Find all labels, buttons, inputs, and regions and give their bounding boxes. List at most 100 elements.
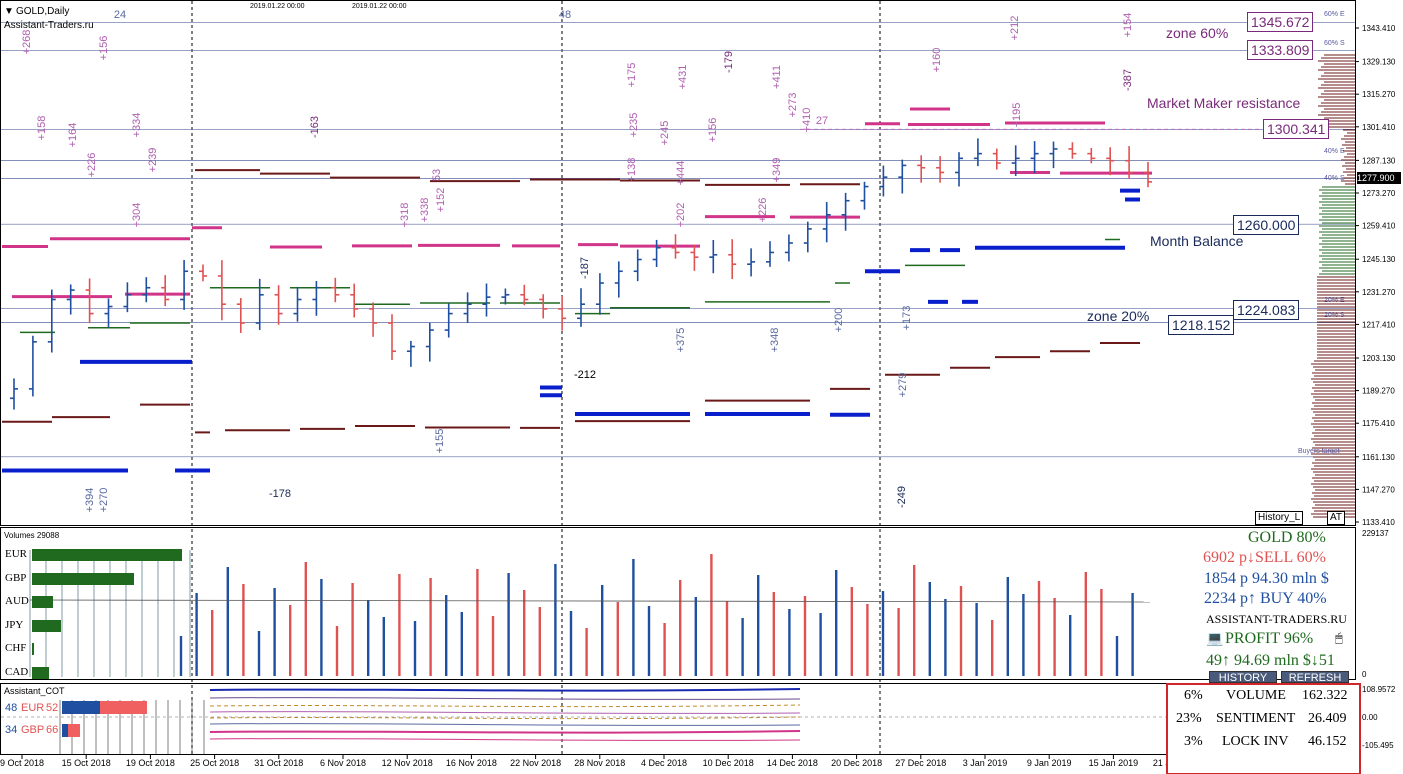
cot-eur-right: 52 [46,702,59,714]
time-tick-label: 10 Dec 2018 [703,758,754,768]
price-annotation: -387 [1122,69,1134,91]
volumes-scale-zero: 0 [1362,670,1367,679]
price-annotation: +212 [1009,16,1021,41]
sell-line: 6902 p↓SELL 60% [1203,549,1326,566]
price-annotation: +348 [769,328,781,353]
price-annotation: +138 [626,158,638,183]
price-tick-label: 1301.410 [1362,123,1396,132]
gold-percent: GOLD 80% [1248,529,1326,546]
currency-name: JPY [5,618,24,631]
history-l-button[interactable]: History_L [1255,511,1304,525]
level-box-mm: 1300.341 [1263,119,1330,139]
tag-60s: 60% S [1324,40,1345,47]
time-tick-label: 14 Dec 2018 [767,758,818,768]
cot-line [209,711,801,714]
cot-gbp-short [68,724,80,737]
price-annotation: +160 [931,48,943,73]
price-annotation: +200 [833,308,845,333]
top-date-2: 2019.01.22 00:00 [352,3,407,10]
price-annotation: +164 [67,123,79,148]
candles [10,138,1152,410]
time-tick-label: 4 Dec 2018 [641,758,687,768]
price-annotation: +268 [21,30,33,55]
price-annotation: +226 [757,198,769,223]
cot-scale-top: 108.9572 [1362,685,1396,694]
time-tick-label: 20 Dec 2018 [831,758,882,768]
price-annotation: +304 [131,203,143,228]
time-axis: 9 Oct 2018 15 Oct 2018 19 Oct 2018 25 Oct 2… [0,755,1202,768]
profit-label: PROFIT 96% [1225,630,1314,647]
top-date-1: 2019.01.22 00:00 [250,3,305,10]
price-tick-label: 1189.270 [1362,387,1395,396]
time-tick-label: 28 Nov 2018 [574,758,625,768]
site-label: ASSISTANT-TRADERS.RU [1206,612,1347,626]
volumes-scale-top: 229137 [1362,529,1389,538]
time-tick-label: 27 Dec 2018 [895,758,946,768]
cot-line [209,730,801,734]
price-annotation: +334 [131,113,143,138]
cot-line [209,716,801,720]
price-annotation: +431 [677,65,689,90]
currency-volume-bar [32,666,49,679]
annotations: 24 +268 +156 48 +212 +154 +158 +164 +334 -163 +175… [21,9,1134,512]
month-balance-label: Month Balance [1150,233,1244,249]
currency-volume-bar [32,549,182,561]
mouse-icon: 🖱 [1335,630,1343,645]
lock-inv-name: LOCK INV [1222,734,1289,749]
time-tick-label: 9 Oct 2018 [0,758,44,768]
refresh-button[interactable]: REFRESH [1281,671,1349,683]
grid-lines [191,1,881,755]
price-annotation: +202 [675,203,687,228]
price-annotation: +156 [707,118,719,143]
zone-20-label: zone 20% [1087,308,1150,324]
history-button[interactable]: HISTORY [1209,671,1277,683]
time-tick-label: 22 Nov 2018 [510,758,561,768]
level-segments [2,107,1152,473]
price-annotation: +155 [434,429,446,454]
price-annotation: +226 [86,153,98,178]
volume-profile [1311,54,1355,518]
cot-eur-long [62,701,100,714]
price-annotation: +273 [787,93,799,118]
price-tick-label: 1329.130 [1362,58,1396,67]
price-annotation: 27 [816,115,828,127]
currency-name: CAD [5,665,29,678]
currency-name: AUD [5,595,29,607]
tag-20e: 20% E [1324,297,1345,304]
sentiment-pct: 23% [1176,711,1202,726]
time-tick-label: 12 Nov 2018 [382,758,433,768]
volume-bars [29,550,1151,677]
price-annotation: +318 [399,203,411,228]
price-annotation: +152 [435,188,447,213]
volume-pct: 6% [1184,688,1203,703]
at-button[interactable]: AT [1327,511,1346,525]
chart-menu-arrow-icon[interactable]: ▼ [4,6,14,17]
price-tick-label: 1287.130 [1362,156,1396,165]
current-price-tag: 1277.900 [1357,172,1401,184]
time-tick-label: 31 Oct 2018 [254,758,303,768]
price-tick-label: 1259.410 [1362,222,1396,231]
price-annotation: 24 [114,9,126,21]
summary-box: 6% VOLUME 162.322 23% SENTIMENT 26.409 3… [1166,683,1361,774]
price-annotation: +195 [1011,103,1023,128]
tag-60e: 60% E [1324,11,1345,18]
volumes-title: Volumes 29088 [4,531,60,540]
price-tick-label: 1203.130 [1362,354,1396,363]
currency-name: CHF [5,642,27,654]
currency-volume-bar [32,572,134,585]
zone-60-label: zone 60% [1166,25,1229,41]
price-annotation: -163 [309,116,321,138]
tag-20s: 20% S [1324,312,1345,319]
level-lines [1,22,1355,458]
level-box-20e: 1224.083 [1233,300,1300,320]
price-annotation: +279 [897,373,909,398]
price-annotation: +394 [84,488,96,513]
cot-eur-short [100,701,147,714]
mln-line: 1854 p 94.30 mln $ [1204,570,1329,587]
price-tick-label: 1231.270 [1362,288,1396,297]
price-tick-label: 1315.270 [1362,90,1396,99]
price-annotation: +245 [659,121,671,146]
currency-name: GBP [5,571,27,584]
volume-name: VOLUME [1226,688,1286,703]
